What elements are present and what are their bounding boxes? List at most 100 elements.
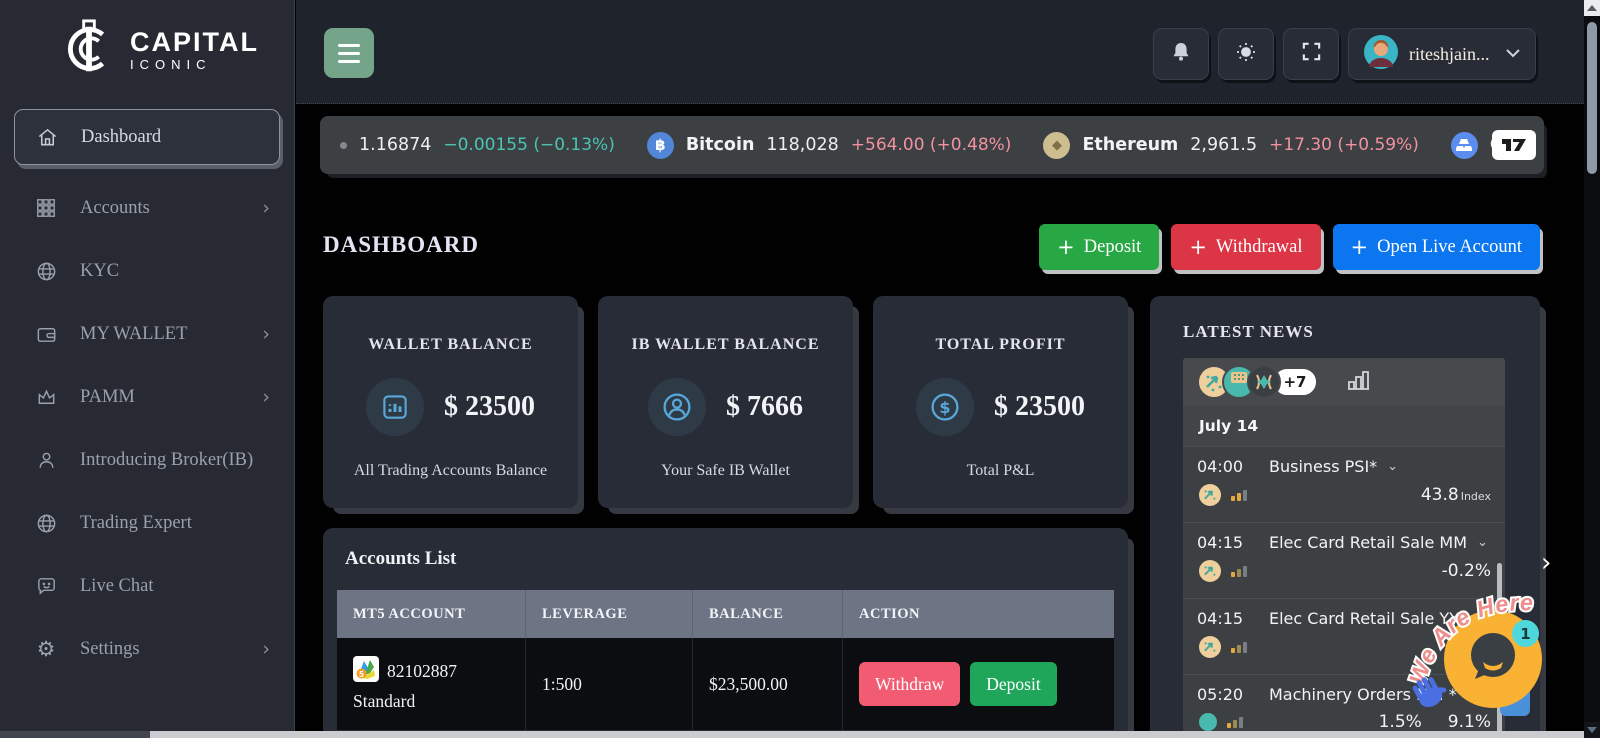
ticker-item-bitcoin[interactable]: ฿ Bitcoin 118,028 +564.00 (+0.48%): [646, 131, 1012, 159]
person-icon: [34, 448, 58, 472]
calendar-event-row[interactable]: 05:20 Machinery Orders MM * ⌄ 1.5% 9.1%: [1183, 674, 1505, 738]
event-time: 04:15: [1197, 533, 1244, 552]
chart-square-icon: [366, 378, 424, 436]
notifications-button[interactable]: [1153, 28, 1209, 80]
ticker-item-eurusd[interactable]: 1.16874 −0.00155 (−0.13%): [340, 135, 615, 155]
deposit-button[interactable]: + Deposit: [1039, 224, 1160, 270]
chevron-right-icon: ›: [262, 197, 270, 219]
ticker-symbol: Ethereum: [1082, 135, 1179, 155]
horizontal-scrollbar-thumb[interactable]: [0, 731, 150, 738]
sidebar-toggle-button[interactable]: [324, 28, 374, 78]
sidebar-item-pamm[interactable]: PAMM ›: [0, 368, 294, 426]
chevron-down-icon[interactable]: ⌄: [1387, 459, 1399, 474]
chevron-down-icon: [1505, 45, 1521, 63]
flag-icon: [1199, 713, 1217, 731]
plus-icon: +: [1057, 234, 1075, 259]
account-type: Standard: [353, 691, 416, 711]
scroll-down-button[interactable]: [1584, 722, 1600, 738]
vertical-scrollbar[interactable]: [1584, 0, 1600, 738]
row-withdraw-button[interactable]: Withdraw: [859, 662, 961, 706]
event-name: Machinery Orders MM *: [1269, 685, 1457, 704]
user-menu[interactable]: riteshjain...: [1348, 28, 1536, 80]
sidebar-item-dashboard[interactable]: Dashboard: [14, 109, 280, 165]
calendar-event-row[interactable]: 04:15 Elec Card Retail Sale MM ⌄ -0.2%: [1183, 522, 1505, 598]
accounts-table: MT5 ACCOUNT LEVERAGE BALANCE ACTION: [337, 590, 1114, 730]
vertical-scrollbar-thumb[interactable]: [1587, 22, 1597, 174]
ticker-item-ethereum[interactable]: ◆ Ethereum 2,961.5 +17.30 (+0.59%): [1043, 131, 1419, 159]
sidebar-item-settings[interactable]: ⚙ Settings ›: [0, 620, 294, 678]
ticker-price: 118,028: [766, 135, 839, 155]
event-time: 04:00: [1197, 457, 1244, 476]
open-live-account-button[interactable]: + Open Live Account: [1332, 224, 1540, 270]
event-name: Business PSI*: [1269, 457, 1378, 476]
fullscreen-button[interactable]: [1283, 28, 1339, 80]
chat-unread-badge: 1: [1512, 620, 1539, 647]
ib-wallet-balance-card: IB WALLET BALANCE $ 7666 Your Safe IB Wa…: [598, 296, 853, 508]
stat-caption: All Trading Accounts Balance: [353, 462, 548, 479]
ticker-symbol: Bitcoin: [685, 135, 755, 155]
sidebar-item-kyc[interactable]: KYC: [0, 242, 294, 300]
event-time: 04:15: [1197, 609, 1244, 628]
chevron-right-icon: ›: [262, 386, 270, 408]
withdrawal-button[interactable]: + Withdrawal: [1171, 224, 1321, 270]
ticker-change: +564.00 (+0.48%): [850, 135, 1012, 155]
sidebar-item-label: KYC: [80, 260, 120, 281]
bitcoin-icon: ฿: [646, 131, 674, 159]
sidebar-item-label: Settings: [80, 638, 140, 659]
ticker-price: 2,961.5: [1190, 135, 1258, 155]
column-header: LEVERAGE: [526, 590, 693, 638]
avatar: [1363, 34, 1399, 75]
account-cell: 5 82102887 Standard: [337, 638, 526, 730]
person-circle-icon: [648, 378, 706, 436]
table-row: 5 82102887 Standard 1:500 $23,500.00 Wit…: [337, 638, 1114, 730]
column-header: MT5 ACCOUNT: [337, 590, 526, 638]
gold-icon: [1450, 131, 1478, 159]
sidebar-item-live-chat[interactable]: Live Chat: [0, 557, 294, 615]
accounts-list-title: Accounts List: [345, 548, 457, 569]
ticker-tape[interactable]: 1.16874 −0.00155 (−0.13%) ฿ Bitcoin 118,…: [320, 116, 1544, 174]
event-value-2: 9.1%: [1447, 712, 1491, 732]
ticker-change: +17.30 (+0.59%): [1269, 135, 1419, 155]
accounts-table-header: MT5 ACCOUNT LEVERAGE BALANCE ACTION: [337, 590, 1114, 638]
globe-icon: [34, 259, 58, 283]
bar-chart-icon[interactable]: [1346, 368, 1372, 396]
ethereum-icon: ◆: [1043, 131, 1071, 159]
leverage-cell: 1:500: [526, 638, 693, 730]
sidebar-item-label: PAMM: [80, 386, 135, 407]
calendar-event-row[interactable]: 04:00 Business PSI* ⌄ 43.8 Index: [1183, 446, 1505, 522]
brand-logo: CAPITAL ICONIC: [0, 0, 294, 95]
ticker-change: −0.00155 (−0.13%): [443, 135, 615, 155]
action-cell: Withdraw Deposit: [843, 638, 1114, 730]
sidebar: CAPITAL ICONIC Dashboard: [0, 0, 295, 738]
plus-icon: +: [1350, 234, 1369, 259]
news-next-arrow[interactable]: ›: [1541, 548, 1552, 578]
sidebar-item-accounts[interactable]: Accounts ›: [0, 179, 294, 237]
stat-caption: Total P&L: [966, 462, 1035, 479]
stat-title: TOTAL PROFIT: [935, 336, 1066, 353]
sidebar-item-label: Trading Expert: [80, 512, 192, 533]
stat-title: WALLET BALANCE: [368, 336, 533, 353]
balance-cell: $23,500.00: [693, 638, 843, 730]
scroll-up-button[interactable]: [1584, 0, 1600, 16]
row-deposit-button[interactable]: Deposit: [970, 662, 1057, 706]
brand-text: CAPITAL ICONIC: [130, 28, 259, 74]
horizontal-scrollbar[interactable]: [0, 731, 1584, 738]
open-live-account-button-label: Open Live Account: [1377, 236, 1522, 257]
chat-launcher-button[interactable]: [1444, 610, 1542, 708]
sidebar-item-my-wallet[interactable]: MY WALLET ›: [0, 305, 294, 363]
fullscreen-icon: [1300, 40, 1323, 68]
svg-text:$: $: [939, 398, 950, 417]
sidebar-menu: Dashboard Accounts ›: [0, 109, 294, 678]
tradingview-logo[interactable]: [1492, 130, 1536, 160]
sidebar-item-trading-expert[interactable]: Trading Expert: [0, 494, 294, 552]
mt5-logo-icon: 5: [353, 656, 379, 687]
event-time: 05:20: [1197, 685, 1244, 704]
chevron-down-icon[interactable]: ⌄: [1477, 535, 1488, 550]
bell-icon: [1169, 40, 1193, 69]
sun-icon: [1234, 40, 1258, 69]
stat-caption: Your Safe IB Wallet: [661, 462, 790, 479]
withdrawal-button-label: Withdrawal: [1215, 236, 1303, 257]
theme-brightness-button[interactable]: [1218, 28, 1274, 80]
event-value: -0.2%: [1441, 561, 1491, 581]
sidebar-item-introducing-broker[interactable]: Introducing Broker(IB): [0, 431, 294, 489]
